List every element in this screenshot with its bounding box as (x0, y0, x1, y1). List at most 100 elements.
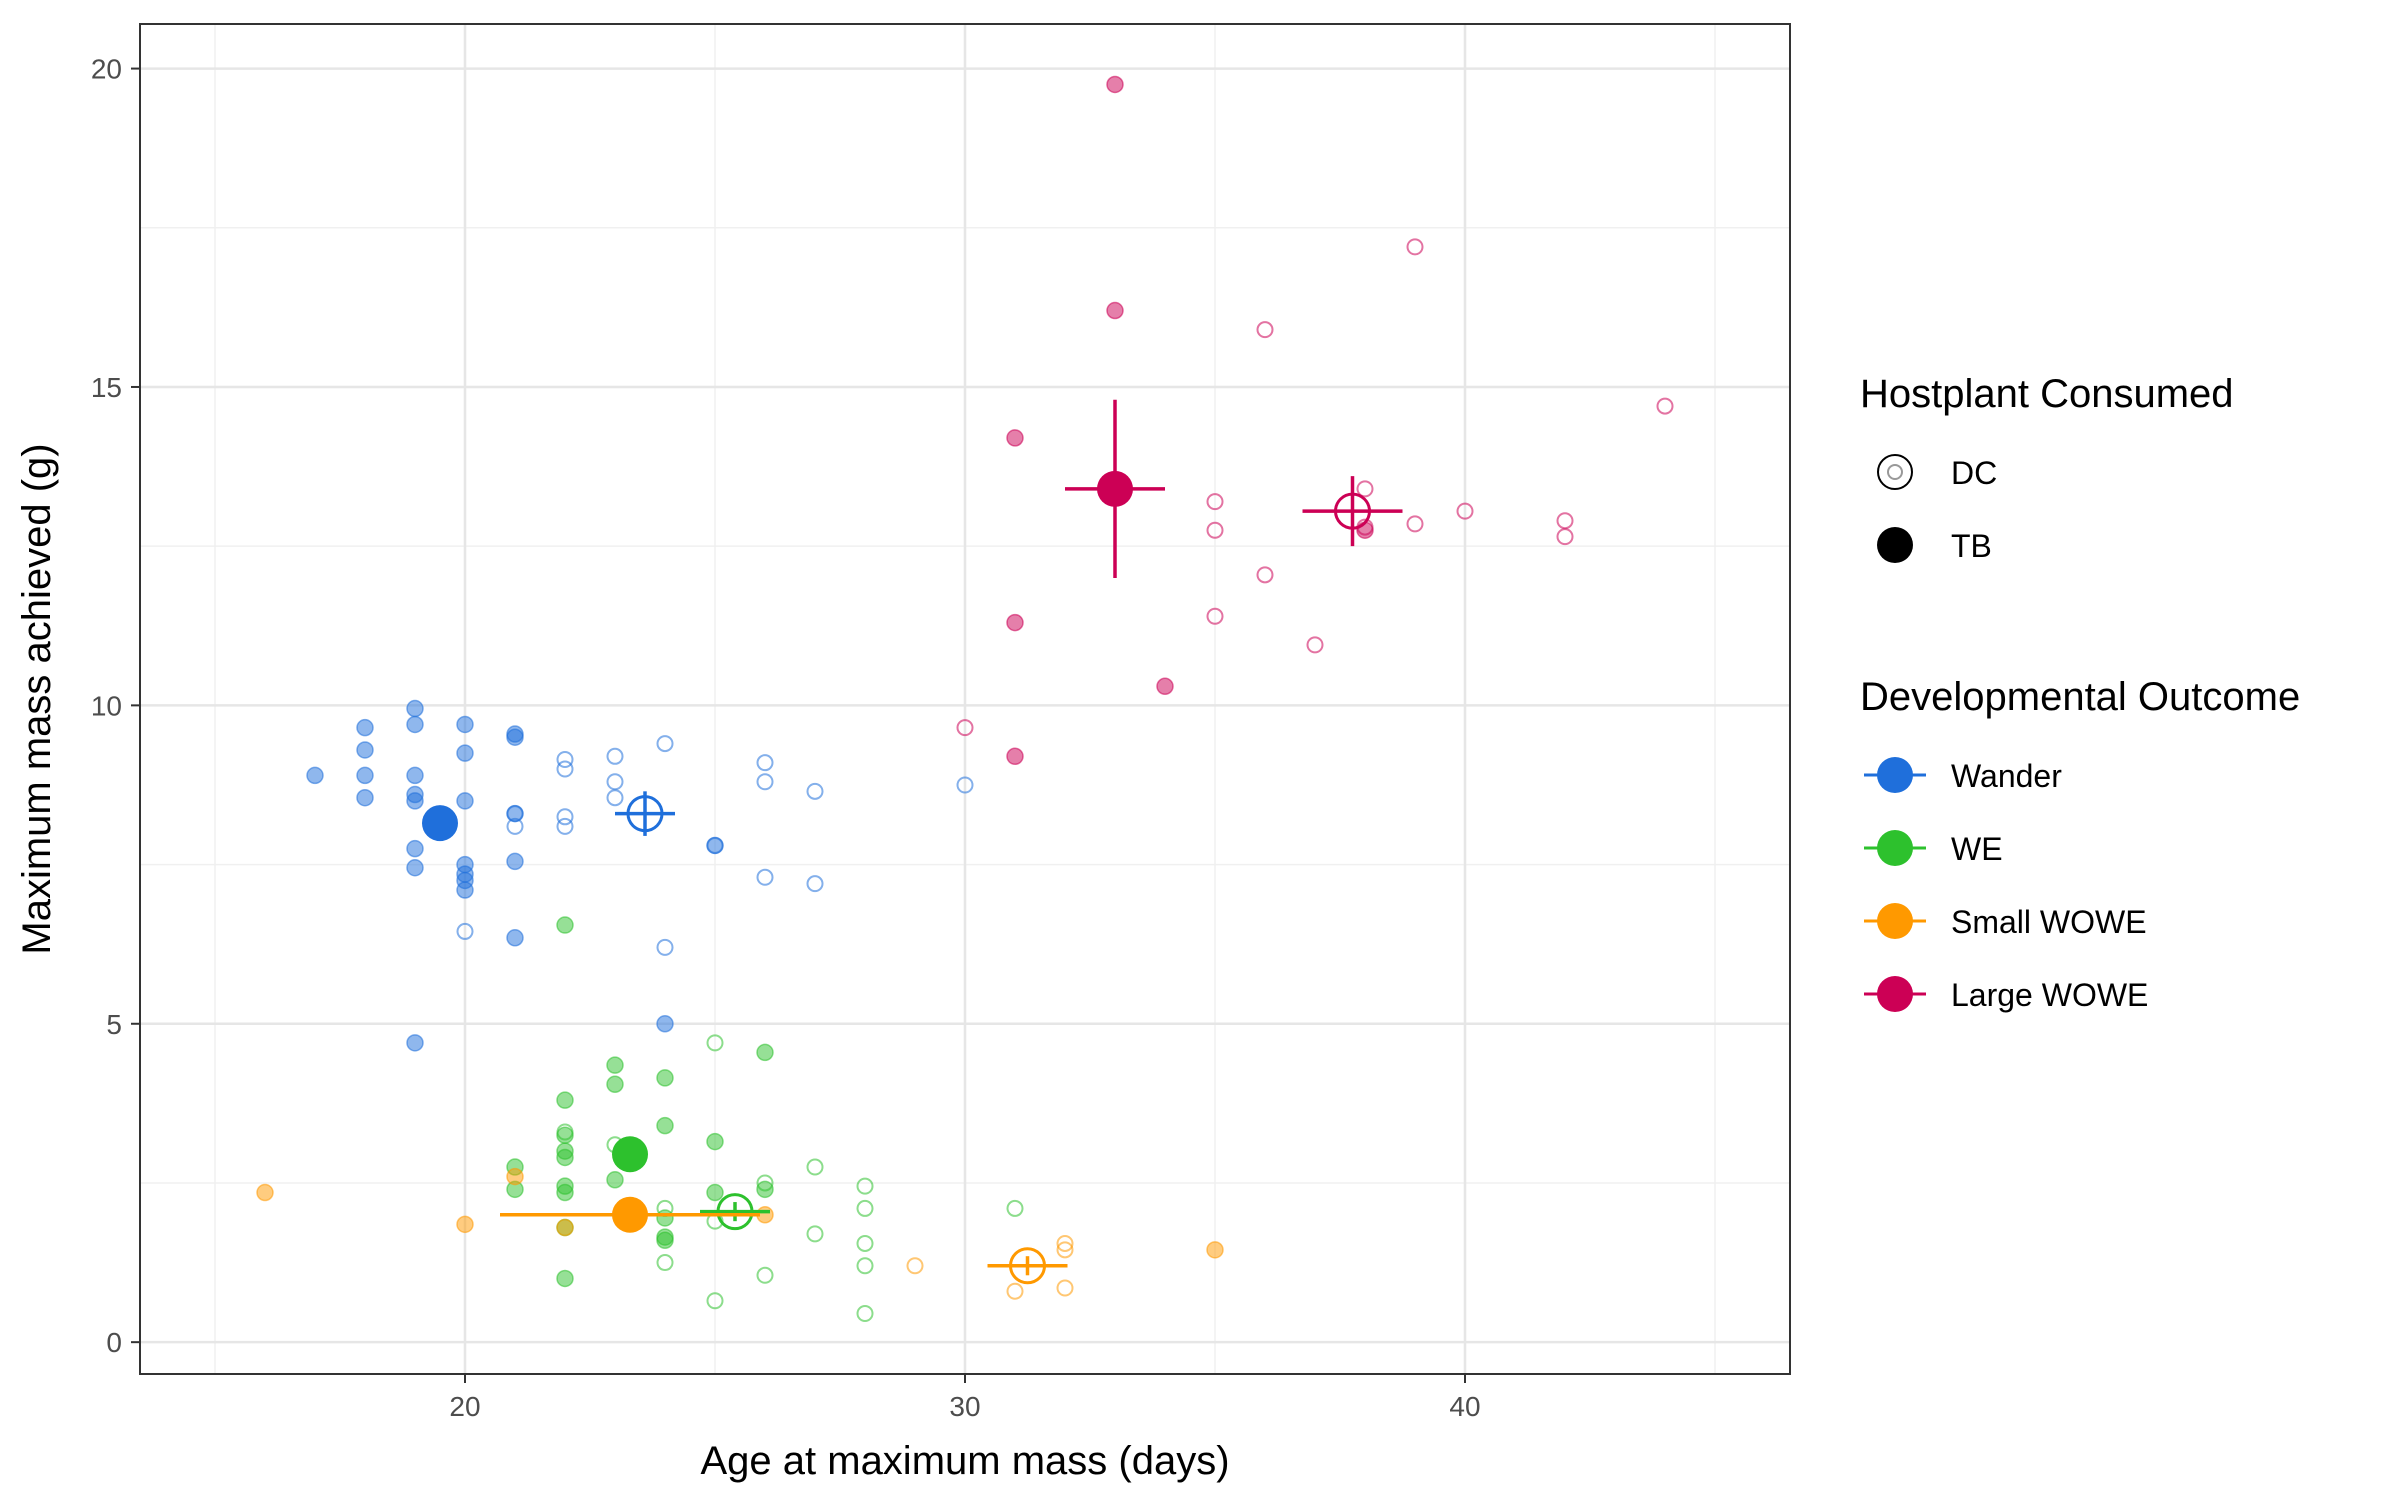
point-large-wowe-dc (1206, 607, 1224, 625)
legend-dc-label: DC (1951, 455, 1997, 491)
point-large-wowe-dc (1406, 515, 1424, 533)
legend-item-wander: Wander (1864, 757, 2062, 794)
point-we-dc (856, 1234, 874, 1252)
point-wander-tb (356, 766, 374, 785)
y-tick-label: 15 (91, 372, 122, 403)
point-large-wowe-tb (1006, 613, 1024, 632)
point-wander-tb (456, 792, 474, 810)
point-wander-dc (556, 817, 574, 835)
grid (140, 24, 1790, 1374)
point-wander-dc (556, 808, 574, 826)
y-tick-label: 0 (106, 1327, 122, 1358)
point-we-tb (606, 1075, 624, 1094)
point-large-wowe-dc (1206, 493, 1224, 511)
point-wander-tb (406, 699, 424, 718)
point-wander-dc (506, 805, 524, 823)
point-large-wowe-dc (1256, 321, 1274, 339)
point-we-dc (856, 1199, 874, 1217)
legend-large-wowe-key (1877, 976, 1913, 1012)
point-large-wowe-dc (1556, 528, 1574, 546)
legend-we-key (1877, 830, 1913, 866)
point-large-wowe-dc (1406, 238, 1424, 256)
legend-we-label: WE (1951, 831, 2003, 867)
point-we-tb (556, 916, 574, 934)
point-large-wowe-dc (956, 719, 974, 737)
point-we-dc (856, 1305, 874, 1323)
legend-hostplant: Hostplant Consumed DC TB (1860, 372, 2234, 564)
point-wander-tb (456, 881, 474, 899)
point-small-wowe-dc (1056, 1241, 1074, 1259)
point-we-dc (756, 1174, 774, 1192)
point-wander-dc (956, 776, 974, 794)
point-wander-tb (506, 929, 524, 947)
point-we-tb (706, 1183, 724, 1202)
point-large-wowe-dc (1206, 521, 1224, 539)
point-we-dc (656, 1254, 674, 1272)
point-wander-dc (556, 760, 574, 778)
point-we-dc (706, 1034, 724, 1052)
legend-item-large-wowe: Large WOWE (1864, 976, 2148, 1013)
legend-tb-label: TB (1951, 528, 1992, 564)
point-large-wowe-dc (1356, 480, 1374, 498)
point-we-tb (656, 1069, 674, 1087)
point-we-dc (856, 1177, 874, 1195)
mean-we-dc (716, 1193, 754, 1231)
point-we-tb (756, 1043, 774, 1062)
y-tick-label: 5 (106, 1009, 122, 1040)
y-tick-label: 20 (91, 54, 122, 85)
point-we-tb (556, 1183, 574, 1202)
point-we-tb (656, 1231, 674, 1250)
point-small-wowe-tb (256, 1183, 274, 1202)
legend-small-wowe-key (1877, 903, 1913, 939)
mean-markers (422, 399, 1403, 1285)
legend-wander-key (1877, 757, 1913, 793)
point-wander-dc (756, 773, 774, 791)
point-wander-dc (606, 789, 624, 807)
point-wander-tb (406, 715, 424, 734)
point-wander-dc (656, 735, 674, 753)
legend-small-wowe-label: Small WOWE (1951, 904, 2147, 940)
point-wander-tb (406, 766, 424, 785)
point-wander-dc (506, 817, 524, 835)
point-we-dc (856, 1257, 874, 1275)
point-wander-dc (606, 747, 624, 765)
point-small-wowe-tb (456, 1215, 474, 1234)
axis-ticks: 20 30 40 0 5 10 15 20 (91, 54, 1481, 1422)
legend-tb-key (1877, 527, 1913, 563)
point-large-wowe-tb (1156, 677, 1174, 696)
point-wander-tb (406, 1034, 424, 1052)
legend-item-small-wowe: Small WOWE (1864, 903, 2147, 940)
x-tick-label: 20 (449, 1391, 480, 1422)
legend-dc-key-outer (1877, 454, 1913, 490)
y-tick-label: 10 (91, 690, 122, 721)
point-wander-tb (406, 839, 424, 858)
point-wander-dc (556, 750, 574, 768)
x-tick-label: 40 (1449, 1391, 1480, 1422)
point-wander-tb (306, 766, 324, 785)
x-tick-label: 30 (949, 1391, 980, 1422)
point-we-tb (556, 1091, 574, 1109)
mean-large-wowe-dc (1334, 492, 1371, 530)
point-wander-tb (656, 1015, 674, 1033)
point-large-wowe-dc (1256, 566, 1274, 584)
legend-dc-key-inner (1887, 464, 1903, 480)
point-we-tb (606, 1056, 624, 1074)
point-we-dc (556, 1123, 574, 1141)
point-small-wowe-dc (1056, 1279, 1074, 1297)
legend-large-wowe-label: Large WOWE (1951, 977, 2148, 1013)
point-small-wowe-tb (506, 1167, 524, 1186)
y-axis-title: Maximum mass achieved (g) (15, 443, 59, 954)
legend-outcome-title: Developmental Outcome (1860, 675, 2300, 719)
point-we-tb (756, 1180, 774, 1199)
point-small-wowe-tb (556, 1218, 574, 1237)
point-we-dc (1006, 1199, 1024, 1217)
point-wander-tb (356, 741, 374, 759)
legend-item-tb: TB (1877, 527, 1992, 564)
point-we-tb (606, 1171, 624, 1189)
mean-wander-dc (626, 795, 664, 833)
mean-large-wowe-tb (1097, 470, 1133, 507)
point-we-tb (656, 1116, 674, 1135)
mean-small-wowe-tb (612, 1196, 648, 1233)
